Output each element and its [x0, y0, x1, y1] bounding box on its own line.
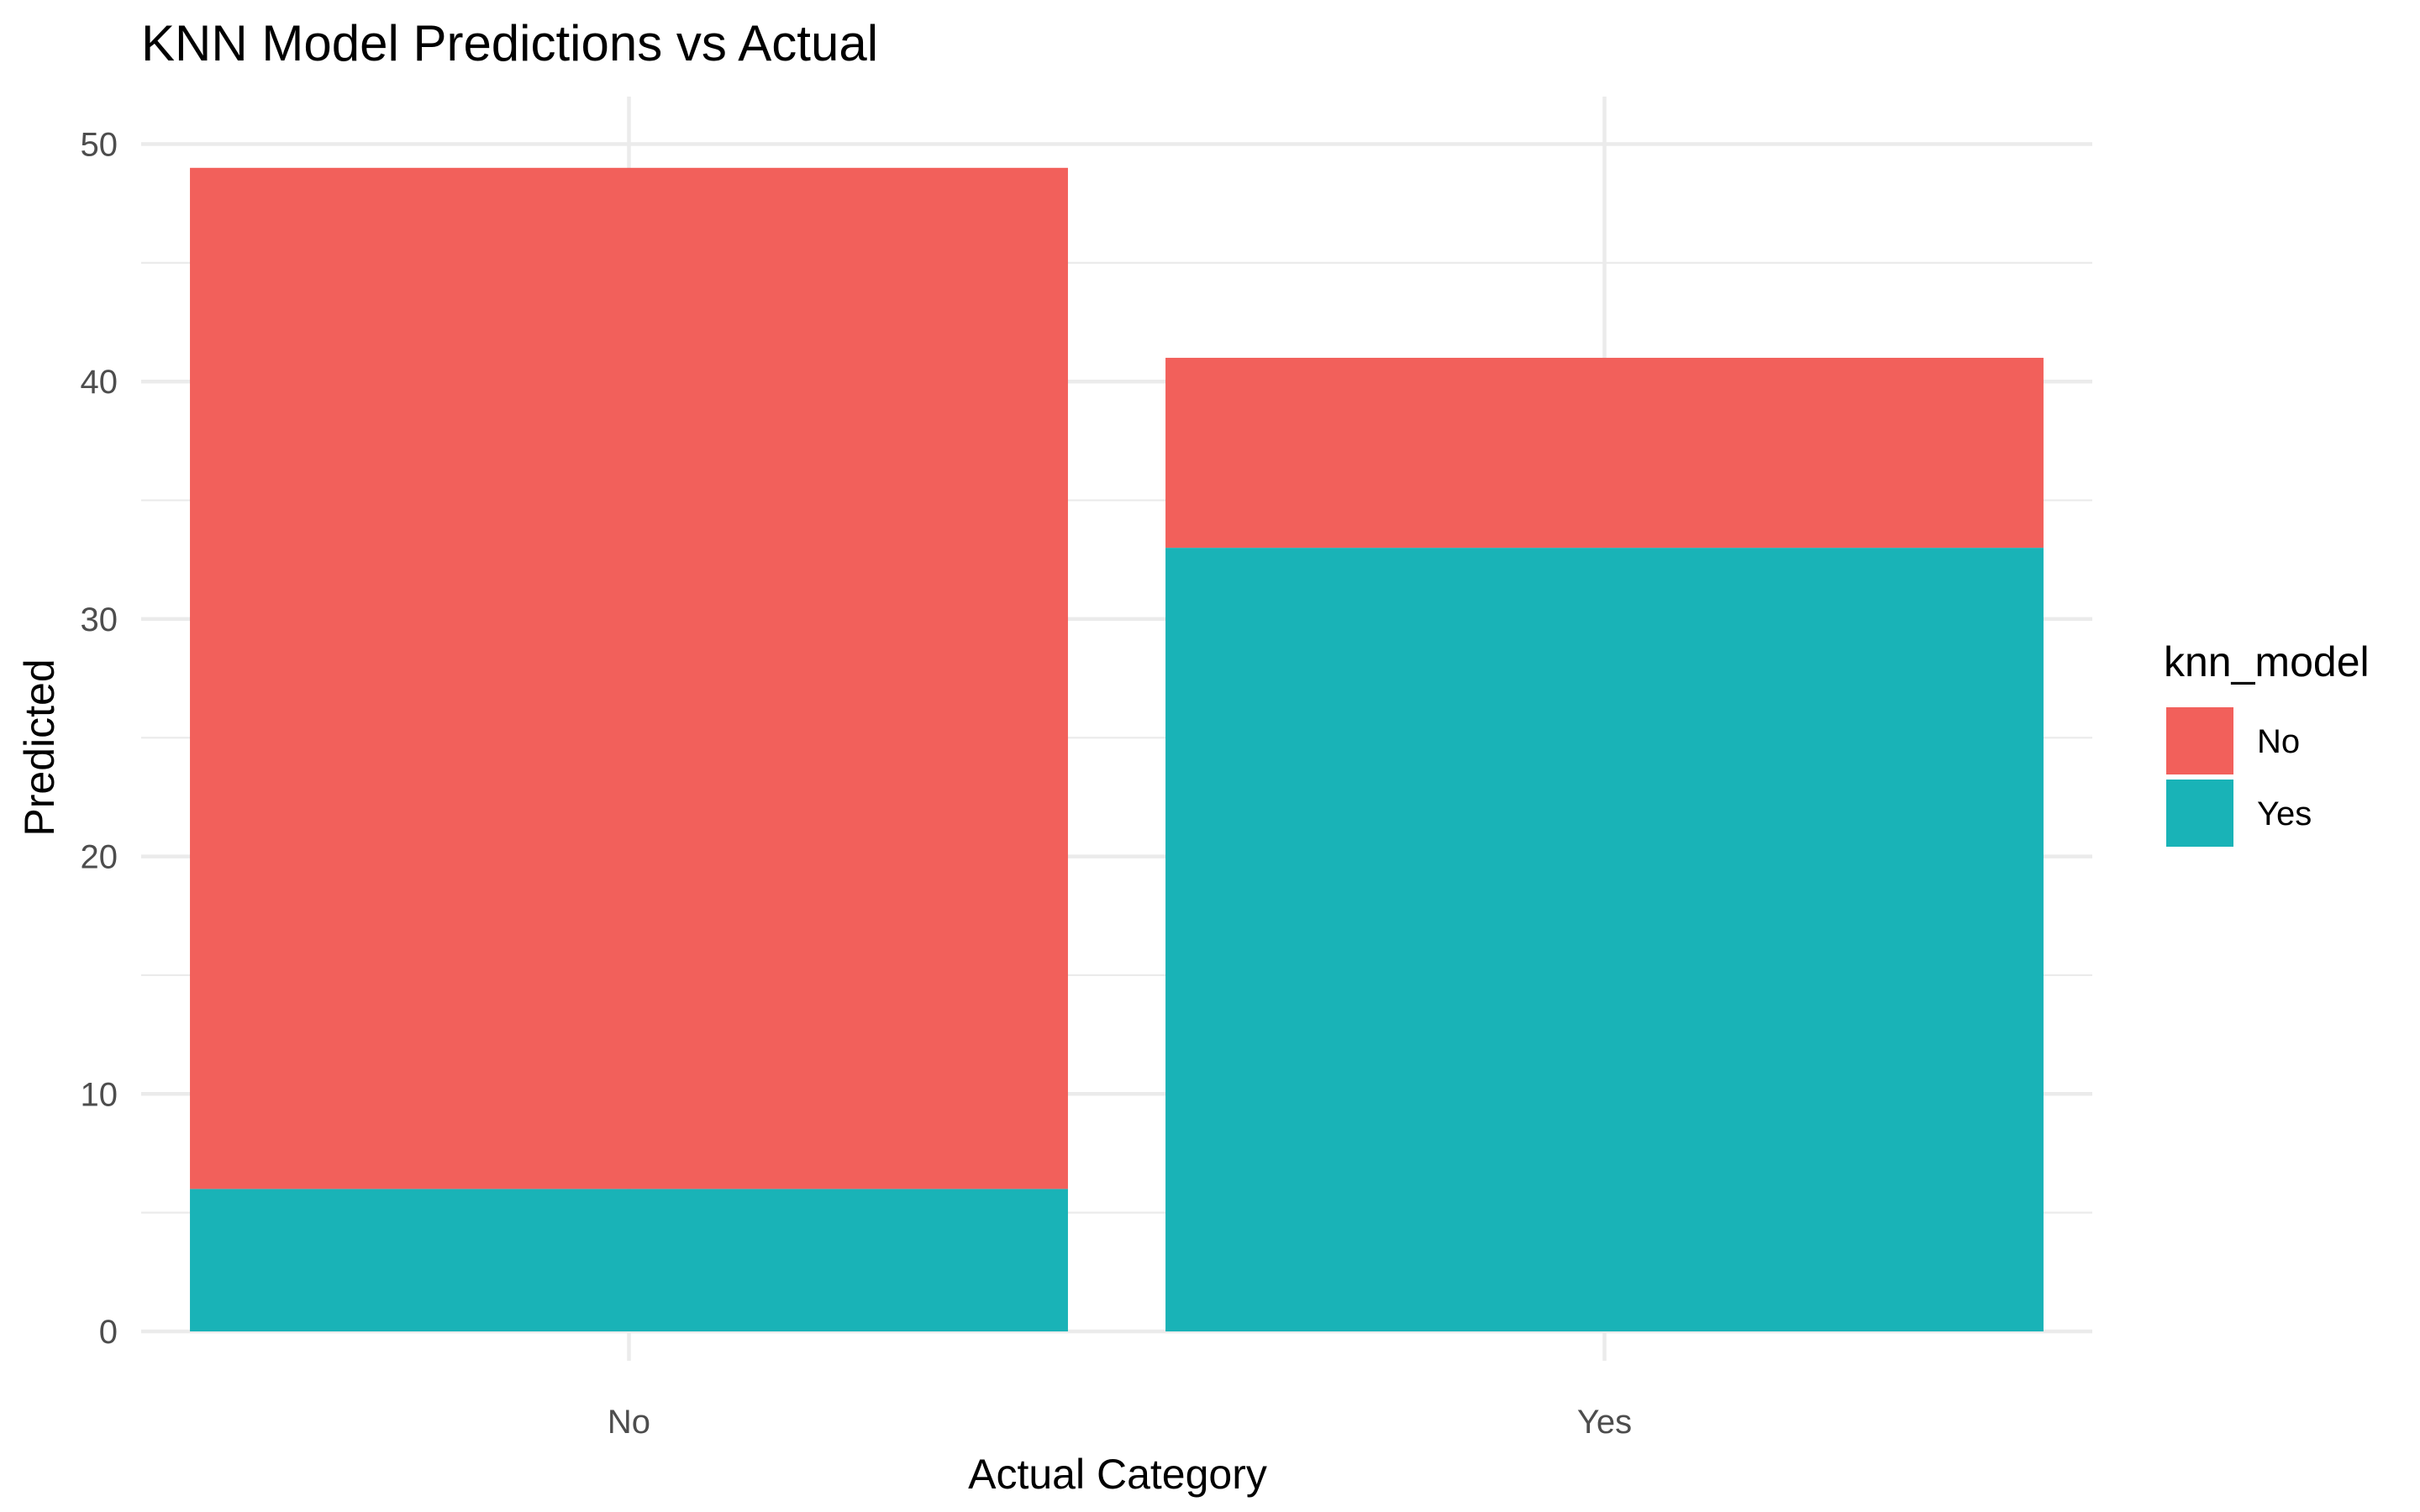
y-tick-label: 10	[81, 1076, 118, 1113]
x-tick-label: Yes	[1577, 1404, 1632, 1441]
legend-swatch-yes	[2166, 780, 2233, 847]
y-axis-title: Predicted	[16, 659, 63, 836]
legend: knn_model No Yes	[2164, 638, 2370, 847]
ticks-layer: 0 10 20 30 40 50 No Yes	[81, 127, 1633, 1441]
legend-title: knn_model	[2164, 638, 2370, 685]
bar-yes-no	[1165, 357, 2044, 549]
bar-no-yes	[190, 1189, 1068, 1331]
legend-label-no: No	[2257, 723, 2300, 760]
y-tick-label: 30	[81, 601, 118, 638]
x-tick-label: No	[608, 1404, 650, 1441]
y-tick-label: 40	[81, 364, 118, 401]
y-tick-label: 0	[99, 1314, 118, 1351]
y-tick-label: 50	[81, 127, 118, 164]
bar-no-no	[190, 167, 1068, 1189]
bars-layer	[190, 167, 2044, 1331]
bar-yes-yes	[1165, 548, 2044, 1331]
x-axis-title: Actual Category	[968, 1451, 1267, 1498]
y-tick-label: 20	[81, 839, 118, 876]
chart-title: KNN Model Predictions vs Actual	[141, 15, 878, 71]
legend-label-yes: Yes	[2257, 795, 2312, 832]
legend-swatch-no	[2166, 707, 2233, 774]
